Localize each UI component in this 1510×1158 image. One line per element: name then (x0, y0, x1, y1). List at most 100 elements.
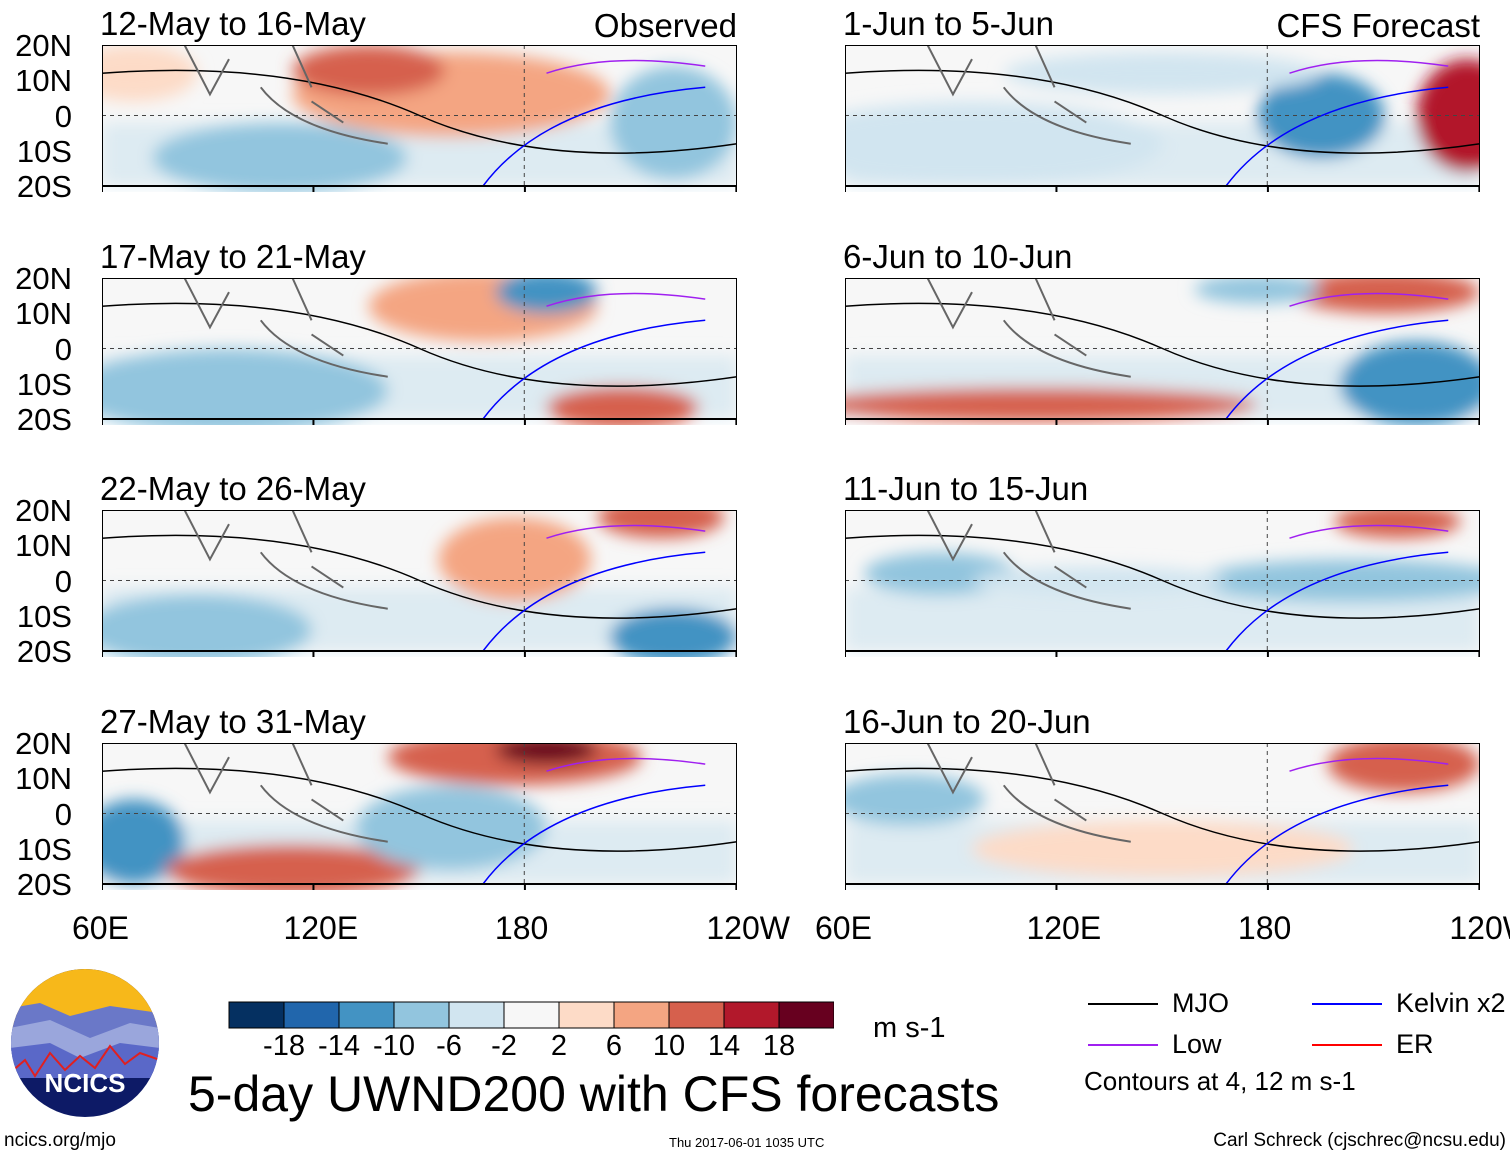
anomaly-region (610, 608, 737, 657)
anomaly-region (102, 594, 312, 657)
anomaly-region (845, 101, 1163, 186)
y-tick-label: 20N (15, 28, 72, 63)
timestamp: Thu 2017-06-01 1035 UTC (669, 1135, 825, 1150)
colorbar-label: -18 (263, 1030, 305, 1062)
panel-title: 22-May to 26-May (100, 470, 366, 507)
x-tick-label: 180 (1237, 910, 1292, 946)
y-tick-label: 10N (15, 296, 72, 332)
x-tick-label: 120W (1449, 910, 1510, 946)
anomaly-region (1327, 743, 1480, 793)
y-tick-label: 20S (16, 867, 72, 902)
colorbar-swatch (503, 1001, 560, 1029)
colorbar-label: -14 (318, 1030, 360, 1062)
figure-title: 5-day UWND200 with CFS forecasts (188, 1066, 1000, 1122)
anomaly-region (152, 122, 407, 192)
anomaly-region (102, 45, 198, 102)
y-tick-label: 10S (16, 366, 72, 402)
anomaly-region (610, 66, 737, 179)
panel-title: 27-May to 31-May (100, 703, 366, 740)
url-text[interactable]: ncics.org/mjo (4, 1130, 116, 1151)
anomaly-region (845, 387, 1258, 422)
map-panel (845, 45, 1480, 192)
low-contour (546, 524, 706, 539)
colorbar-label: 2 (550, 1030, 568, 1062)
mjo-contour (845, 767, 1480, 852)
low-contour (1289, 757, 1449, 772)
colorbar-swatch (283, 1001, 340, 1029)
legend-label: Low (1172, 1029, 1222, 1059)
anomaly-region (438, 517, 591, 602)
anomaly-region (102, 348, 388, 425)
y-tick-label: 10S (16, 831, 72, 867)
coastline (183, 743, 388, 843)
low-contour (1289, 292, 1449, 307)
mjo-contour (102, 767, 737, 852)
anomaly-region (495, 278, 598, 314)
x-tick-label: 60E (815, 910, 872, 946)
coastline (926, 510, 1131, 610)
y-tick-label: 20N (15, 726, 72, 761)
contour-note: Contours at 4, 12 m s-1 (1084, 1066, 1356, 1096)
legend-line (1312, 1003, 1382, 1005)
coastline (183, 278, 388, 378)
coastline (183, 510, 388, 610)
y-tick-label: 10N (15, 528, 72, 564)
kelvin-contour (482, 86, 706, 187)
y-tick-label: 10N (15, 63, 72, 99)
y-tick-label: 0 (54, 331, 72, 367)
kelvin-contour (1225, 319, 1449, 420)
panel-title: 17-May to 21-May (100, 238, 366, 275)
column-header: CFS Forecast (1276, 7, 1480, 44)
author: Carl Schreck (cjschrec@ncsu.edu) (1213, 1130, 1506, 1151)
colorbar-label: 14 (707, 1030, 741, 1062)
anomaly-region (356, 785, 547, 870)
colorbar-swatch (778, 1001, 834, 1029)
ncics-logo: NCICS (11, 969, 159, 1117)
y-tick-label: 20S (16, 402, 72, 437)
y-tick-label: 10S (16, 133, 72, 169)
map-panel (102, 278, 737, 425)
colorbar-swatch (393, 1001, 450, 1029)
anomaly-region (165, 844, 420, 890)
anomaly-region (495, 743, 598, 765)
map-panel (102, 743, 737, 890)
low-contour (1289, 59, 1449, 74)
colorbar-swatch (558, 1001, 615, 1029)
mjo-contour (102, 534, 737, 619)
colorbar-swatch (448, 1001, 505, 1029)
anomaly-region (972, 566, 1226, 595)
y-tick-label: 20S (16, 634, 72, 669)
y-tick-label: 20N (15, 261, 72, 296)
panel-title: 11-Jun to 15-Jun (843, 470, 1089, 507)
kelvin-contour (482, 784, 706, 885)
kelvin-contour (482, 551, 706, 652)
anomaly-region (1194, 559, 1480, 602)
column-header: Observed (593, 7, 737, 44)
anomaly-region (597, 510, 725, 539)
x-tick-label: 180 (494, 910, 549, 946)
colorbar-label: -2 (491, 1030, 517, 1062)
kelvin-contour (482, 319, 706, 420)
colorbar-swatch (723, 1001, 780, 1029)
svg-text:NCICS: NCICS (45, 1068, 126, 1098)
low-contour (546, 292, 706, 307)
colorbar (228, 1001, 834, 1029)
colorbar-label: -6 (436, 1030, 462, 1062)
anomaly-region (1289, 278, 1480, 314)
kelvin-contour (1225, 551, 1449, 652)
mjo-contour (845, 302, 1480, 387)
anomaly-region (546, 386, 699, 425)
legend-label: MJO (1172, 988, 1229, 1018)
y-tick-label: 10S (16, 598, 72, 634)
anomaly-region (1003, 52, 1322, 95)
colorbar-units: m s-1 (873, 1012, 946, 1044)
anomaly-region (972, 820, 1353, 877)
coastline (183, 45, 388, 145)
map-panel (102, 510, 737, 657)
low-contour (1289, 524, 1449, 539)
map-panel (845, 510, 1480, 657)
y-tick-label: 20S (16, 169, 72, 204)
anomaly-region (1340, 341, 1480, 425)
anomaly-region (102, 799, 185, 884)
